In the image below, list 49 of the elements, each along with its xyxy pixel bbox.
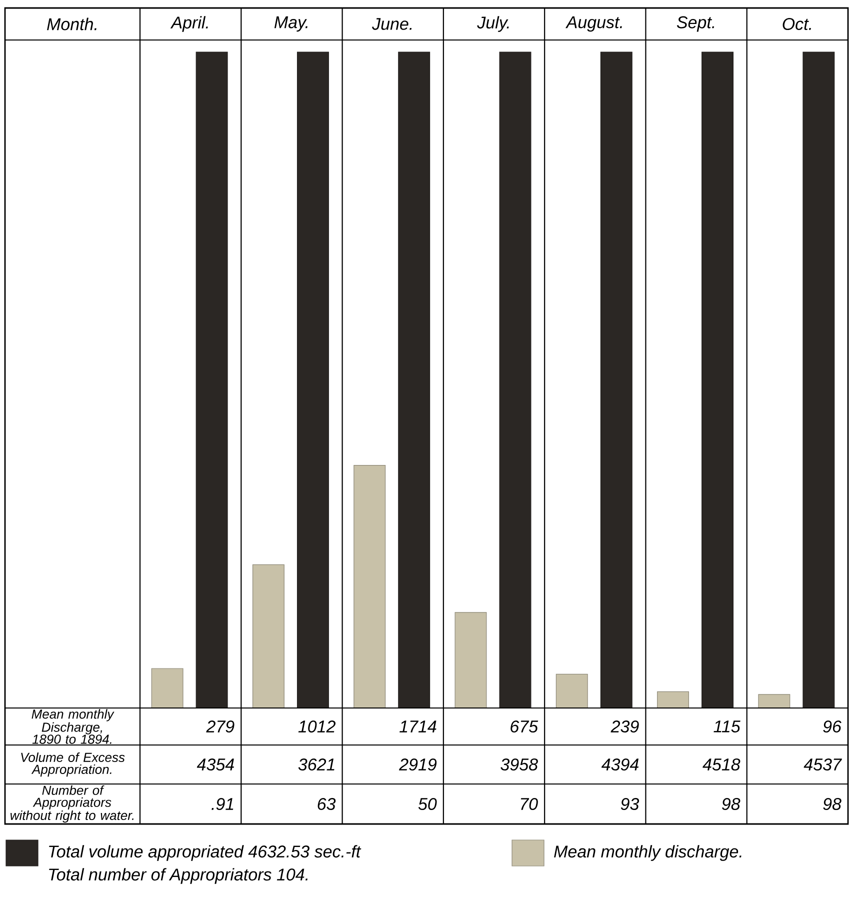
bar: [296, 52, 329, 708]
bar: [398, 52, 430, 708]
data-label: 675: [510, 720, 538, 733]
data-label: 1012: [298, 720, 336, 733]
text: 50: [418, 798, 437, 810]
bar: [702, 52, 734, 708]
text: 3958: [500, 758, 538, 771]
text: 93: [620, 798, 640, 810]
bar: [454, 612, 487, 708]
text: Number of Appropriators without right to water.: [10, 785, 134, 823]
data-label: 279: [206, 720, 234, 733]
text: Total number of Appropriators 104.: [49, 868, 308, 884]
text: .91: [212, 798, 234, 810]
text: 70: [520, 798, 538, 810]
x-tick-label: July.: [477, 16, 509, 32]
text: 4537: [804, 758, 842, 771]
data-label: 239: [610, 720, 639, 733]
bar: [354, 464, 386, 708]
bar: [657, 691, 689, 708]
data-label: 96: [823, 720, 842, 733]
text: 98: [722, 798, 740, 810]
text: 2919: [398, 758, 437, 771]
text: Volume of Excess Appropriation.: [21, 752, 125, 777]
data-label: 115: [714, 720, 740, 732]
bar: [556, 674, 588, 708]
x-tick-label: April.: [170, 16, 208, 32]
text: 63: [318, 798, 336, 810]
text: 4394: [601, 758, 639, 771]
x-axis-title: Month.: [47, 18, 96, 30]
x-tick-label: Sept.: [676, 16, 714, 32]
legend-label: Total volume appropriated 4632.53 sec.-ft: [49, 845, 362, 861]
bar: [151, 668, 184, 708]
x-tick-label: June.: [372, 18, 412, 30]
text: 4354: [196, 758, 234, 771]
bar: [758, 694, 790, 708]
x-tick-label: Oct.: [782, 18, 811, 30]
text: Mean monthly Discharge, 1890 to 1894.: [32, 709, 114, 744]
legend-label: Mean monthly discharge.: [554, 845, 742, 861]
bar: [499, 52, 532, 708]
bar: [252, 564, 284, 708]
bar: [802, 52, 835, 708]
text: 4518: [702, 758, 740, 771]
data-label: 1714: [400, 720, 436, 732]
bar: [600, 52, 632, 708]
bar: [196, 52, 228, 708]
text: 3621: [298, 758, 334, 771]
text: 98: [823, 798, 842, 810]
x-tick-label: August.: [565, 16, 622, 32]
x-tick-label: May.: [274, 16, 308, 32]
